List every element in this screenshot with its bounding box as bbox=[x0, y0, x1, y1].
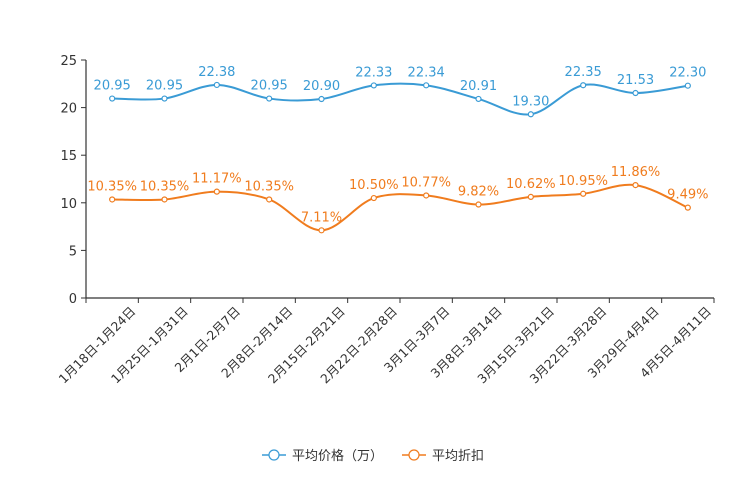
data-label: 21.53 bbox=[617, 73, 654, 88]
data-point[interactable] bbox=[475, 201, 482, 208]
data-point[interactable] bbox=[475, 95, 482, 103]
data-point[interactable] bbox=[109, 95, 116, 102]
data-point[interactable] bbox=[370, 194, 377, 202]
y-tick-label: 20 bbox=[60, 102, 77, 117]
data-point[interactable] bbox=[684, 204, 691, 211]
y-tick-label: 25 bbox=[60, 54, 77, 69]
data-label: 20.95 bbox=[94, 79, 131, 94]
data-label: 20.91 bbox=[460, 79, 497, 94]
data-label: 10.62% bbox=[506, 177, 556, 192]
data-point[interactable] bbox=[161, 196, 168, 203]
legend-item-1[interactable]: 平均折扣 bbox=[402, 449, 484, 464]
data-point[interactable] bbox=[527, 111, 534, 118]
data-label: 10.95% bbox=[558, 174, 608, 189]
data-label: 9.82% bbox=[458, 185, 499, 200]
data-label: 10.50% bbox=[349, 178, 399, 193]
data-point[interactable] bbox=[318, 95, 325, 103]
data-point[interactable] bbox=[423, 192, 430, 199]
data-label: 20.95 bbox=[146, 79, 183, 94]
x-axis-ticks: 1月18日-1月24日1月25日-1月31日2月1日-2月7日2月8日-2月14… bbox=[56, 298, 715, 386]
data-label: 10.35% bbox=[140, 179, 190, 194]
data-point[interactable] bbox=[370, 82, 377, 89]
data-labels: 20.95 20.95 22.38 20.95 20.90 22.33 22.34 20.91… bbox=[87, 65, 708, 225]
data-point[interactable] bbox=[684, 82, 691, 89]
data-point[interactable] bbox=[318, 227, 325, 234]
legend-label: 平均价格（万） bbox=[292, 448, 383, 464]
data-label: 22.38 bbox=[198, 65, 235, 80]
data-point[interactable] bbox=[161, 95, 168, 102]
data-label: 7.11% bbox=[301, 210, 342, 225]
data-point[interactable] bbox=[580, 190, 587, 197]
series-points bbox=[109, 81, 691, 234]
data-label: 10.35% bbox=[244, 179, 294, 194]
data-point[interactable] bbox=[213, 81, 220, 89]
data-label: 10.35% bbox=[87, 179, 137, 194]
data-label: 19.30 bbox=[512, 94, 549, 109]
data-point[interactable] bbox=[632, 89, 639, 97]
data-label: 20.95 bbox=[251, 79, 288, 94]
data-point[interactable] bbox=[109, 196, 116, 203]
legend-label: 平均折扣 bbox=[432, 449, 484, 464]
legend-marker-icon bbox=[408, 449, 420, 461]
series-line-1 bbox=[112, 183, 689, 232]
data-label: 22.30 bbox=[669, 66, 706, 81]
data-label: 20.90 bbox=[303, 79, 340, 94]
y-tick-label: 10 bbox=[60, 197, 77, 212]
y-axis-ticks: 0 5 10 15 20 25 bbox=[60, 54, 86, 307]
data-point[interactable] bbox=[213, 188, 220, 195]
data-label: 9.49% bbox=[667, 188, 708, 203]
y-tick-label: 15 bbox=[60, 149, 77, 164]
series-lines bbox=[112, 82, 689, 232]
data-label: 22.33 bbox=[355, 65, 392, 80]
data-point[interactable] bbox=[580, 82, 587, 89]
data-label: 11.17% bbox=[192, 172, 242, 187]
data-point[interactable] bbox=[423, 82, 430, 89]
data-point[interactable] bbox=[527, 193, 534, 200]
data-label: 11.86% bbox=[611, 165, 661, 180]
data-point[interactable] bbox=[266, 196, 273, 203]
data-point[interactable] bbox=[266, 95, 273, 102]
y-tick-label: 0 bbox=[69, 292, 77, 307]
data-label: 10.77% bbox=[401, 175, 451, 190]
series-line-0 bbox=[112, 82, 688, 116]
data-point[interactable] bbox=[632, 181, 639, 189]
legend-marker-icon bbox=[268, 449, 280, 461]
y-tick-label: 5 bbox=[69, 244, 77, 259]
legend-item-0[interactable]: 平均价格（万） bbox=[262, 448, 383, 464]
data-label: 22.34 bbox=[408, 65, 445, 80]
legend[interactable]: 平均价格（万） 平均折扣 bbox=[262, 448, 484, 464]
data-label: 22.35 bbox=[565, 65, 602, 80]
